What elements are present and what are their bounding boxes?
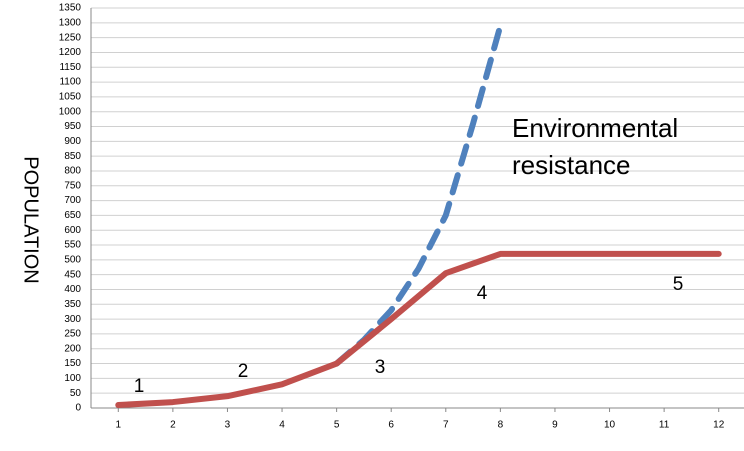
- y-tick-label: 850: [64, 151, 81, 162]
- y-tick-label: 650: [64, 210, 81, 221]
- y-tick-label: 900: [64, 136, 81, 147]
- y-tick-label: 1100: [59, 77, 81, 88]
- y-tick-label: 150: [64, 358, 81, 369]
- y-tick-label: 50: [70, 388, 82, 399]
- y-tick-label: 500: [64, 254, 81, 265]
- y-tick-label: 1050: [59, 92, 82, 103]
- y-tick-label: 400: [64, 284, 81, 295]
- y-tick-label: 200: [64, 343, 81, 354]
- y-tick-label: 1200: [59, 47, 82, 58]
- y-tick-label: 1250: [59, 32, 82, 43]
- series-line: [333, 22, 504, 367]
- x-tick-label: 12: [713, 420, 725, 431]
- y-tick-label: 300: [64, 314, 81, 325]
- x-tick-label: 9: [552, 420, 558, 431]
- y-tick-label: 1300: [59, 17, 82, 28]
- y-tick-label: 1000: [59, 106, 82, 117]
- x-tick-label: 3: [225, 420, 231, 431]
- annotation: 4: [477, 283, 488, 304]
- x-tick-label: 10: [604, 420, 616, 431]
- y-tick-label: 600: [64, 225, 81, 236]
- series-line: [115, 250, 722, 409]
- y-tick-label: 100: [64, 373, 81, 384]
- x-tick-label: 2: [170, 420, 176, 431]
- y-tick-label: 700: [64, 195, 81, 206]
- x-tick-label: 6: [388, 420, 394, 431]
- annotation: 5: [673, 274, 684, 295]
- y-tick-label: 1150: [59, 62, 81, 73]
- y-tick-label: 800: [64, 166, 81, 177]
- annotation: resistance: [512, 150, 631, 180]
- y-axis-label: POPULATION: [20, 156, 42, 283]
- annotation: 2: [238, 361, 249, 382]
- y-tick-label: 450: [64, 269, 81, 280]
- y-tick-label: 550: [64, 240, 81, 251]
- annotation: 1: [134, 376, 145, 397]
- y-tick-label: 250: [64, 329, 81, 340]
- y-tick-label: 1350: [59, 3, 82, 14]
- y-tick-label: 950: [64, 121, 81, 132]
- y-tick-label: 350: [64, 299, 81, 310]
- x-tick-label: 5: [334, 420, 340, 431]
- x-tick-label: 4: [279, 420, 285, 431]
- annotation: 3: [375, 357, 386, 378]
- y-tick-label: 750: [64, 180, 81, 191]
- y-tick-label: 0: [75, 403, 81, 414]
- x-tick-label: 7: [443, 420, 449, 431]
- x-tick-label: 11: [659, 420, 670, 431]
- x-tick-label: 8: [498, 420, 504, 431]
- annotation: Environmental: [512, 113, 678, 143]
- x-tick-label: 1: [116, 420, 122, 431]
